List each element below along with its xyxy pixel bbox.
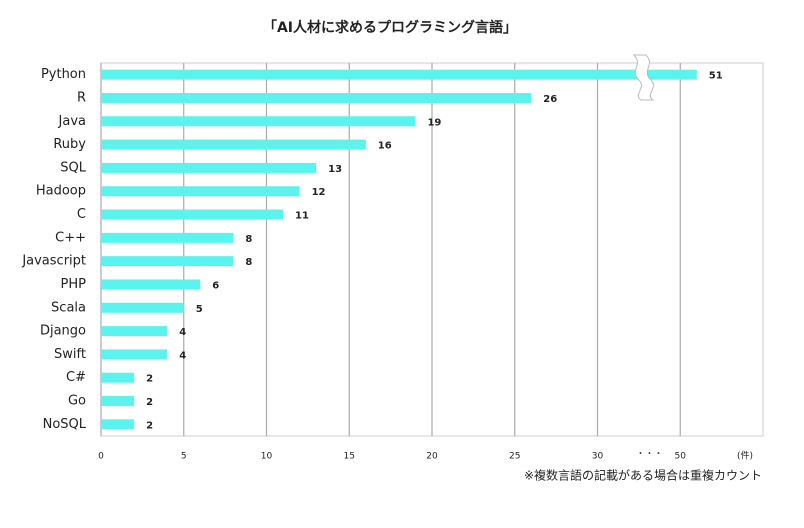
y-tick-label: Go [68, 394, 86, 409]
value-label: 2 [146, 420, 153, 431]
x-tick-label: 5 [181, 452, 187, 462]
value-label: 4 [179, 327, 186, 338]
y-tick-label: Java [58, 114, 86, 129]
note: ※複数言語の記載がある場合は重複カウント [524, 468, 762, 483]
bar [101, 396, 135, 407]
y-tick-label: Swift [54, 347, 86, 362]
bar [101, 302, 184, 313]
value-label: 4 [179, 350, 186, 361]
y-tick-label: PHP [61, 277, 87, 292]
bar [101, 92, 532, 103]
y-tick-label: C++ [55, 230, 86, 245]
y-tick-label: Ruby [53, 137, 86, 152]
y-tick-label: C [77, 207, 86, 222]
bar [101, 162, 317, 173]
bar [101, 116, 416, 127]
x-tick-label: 50 [675, 452, 687, 462]
bar [101, 232, 234, 243]
bar [101, 256, 234, 267]
value-label: 8 [245, 234, 252, 245]
y-tick-label: Django [40, 324, 86, 339]
y-tick-label: Scala [51, 300, 86, 315]
bar [101, 69, 697, 80]
y-tick-label: Hadoop [36, 184, 86, 199]
bar [101, 279, 201, 290]
axis-break-label: ・・・ [636, 450, 663, 460]
x-tick-label: 30 [592, 452, 604, 462]
value-label: 26 [543, 94, 557, 105]
bar [101, 186, 300, 197]
bar [101, 349, 168, 360]
axis-break-symbol [632, 54, 655, 101]
value-label: 13 [328, 164, 342, 175]
x-tick-label: 20 [426, 452, 438, 462]
value-label: 11 [295, 211, 309, 222]
value-label: 2 [146, 374, 153, 385]
value-label: 5 [196, 304, 203, 315]
y-tick-label: NoSQL [43, 417, 87, 432]
bar [101, 419, 135, 430]
y-tick-label: Javascript [21, 254, 86, 269]
x-tick-label: 25 [509, 452, 520, 462]
value-label: 12 [312, 187, 326, 198]
x-tick-label: 0 [98, 452, 104, 462]
value-label: 2 [146, 397, 153, 408]
bar [101, 209, 284, 220]
y-tick-label: Python [41, 67, 86, 82]
y-tick-label: C# [66, 370, 86, 385]
value-label: 16 [378, 141, 392, 152]
bar [101, 326, 168, 337]
bar [101, 372, 135, 383]
value-label: 51 [709, 71, 723, 82]
value-label: 6 [212, 280, 219, 291]
value-label: 8 [245, 257, 252, 268]
y-tick-label: SQL [60, 160, 86, 175]
bar [101, 139, 366, 150]
y-tick-label: R [77, 90, 86, 105]
x-tick-label: 15 [344, 452, 355, 462]
value-label: 19 [427, 117, 441, 128]
x-unit: (件) [737, 450, 753, 462]
chart-title: 「AI人材に求めるプログラミング言語」 [263, 19, 517, 36]
x-tick-label: 10 [261, 452, 273, 462]
